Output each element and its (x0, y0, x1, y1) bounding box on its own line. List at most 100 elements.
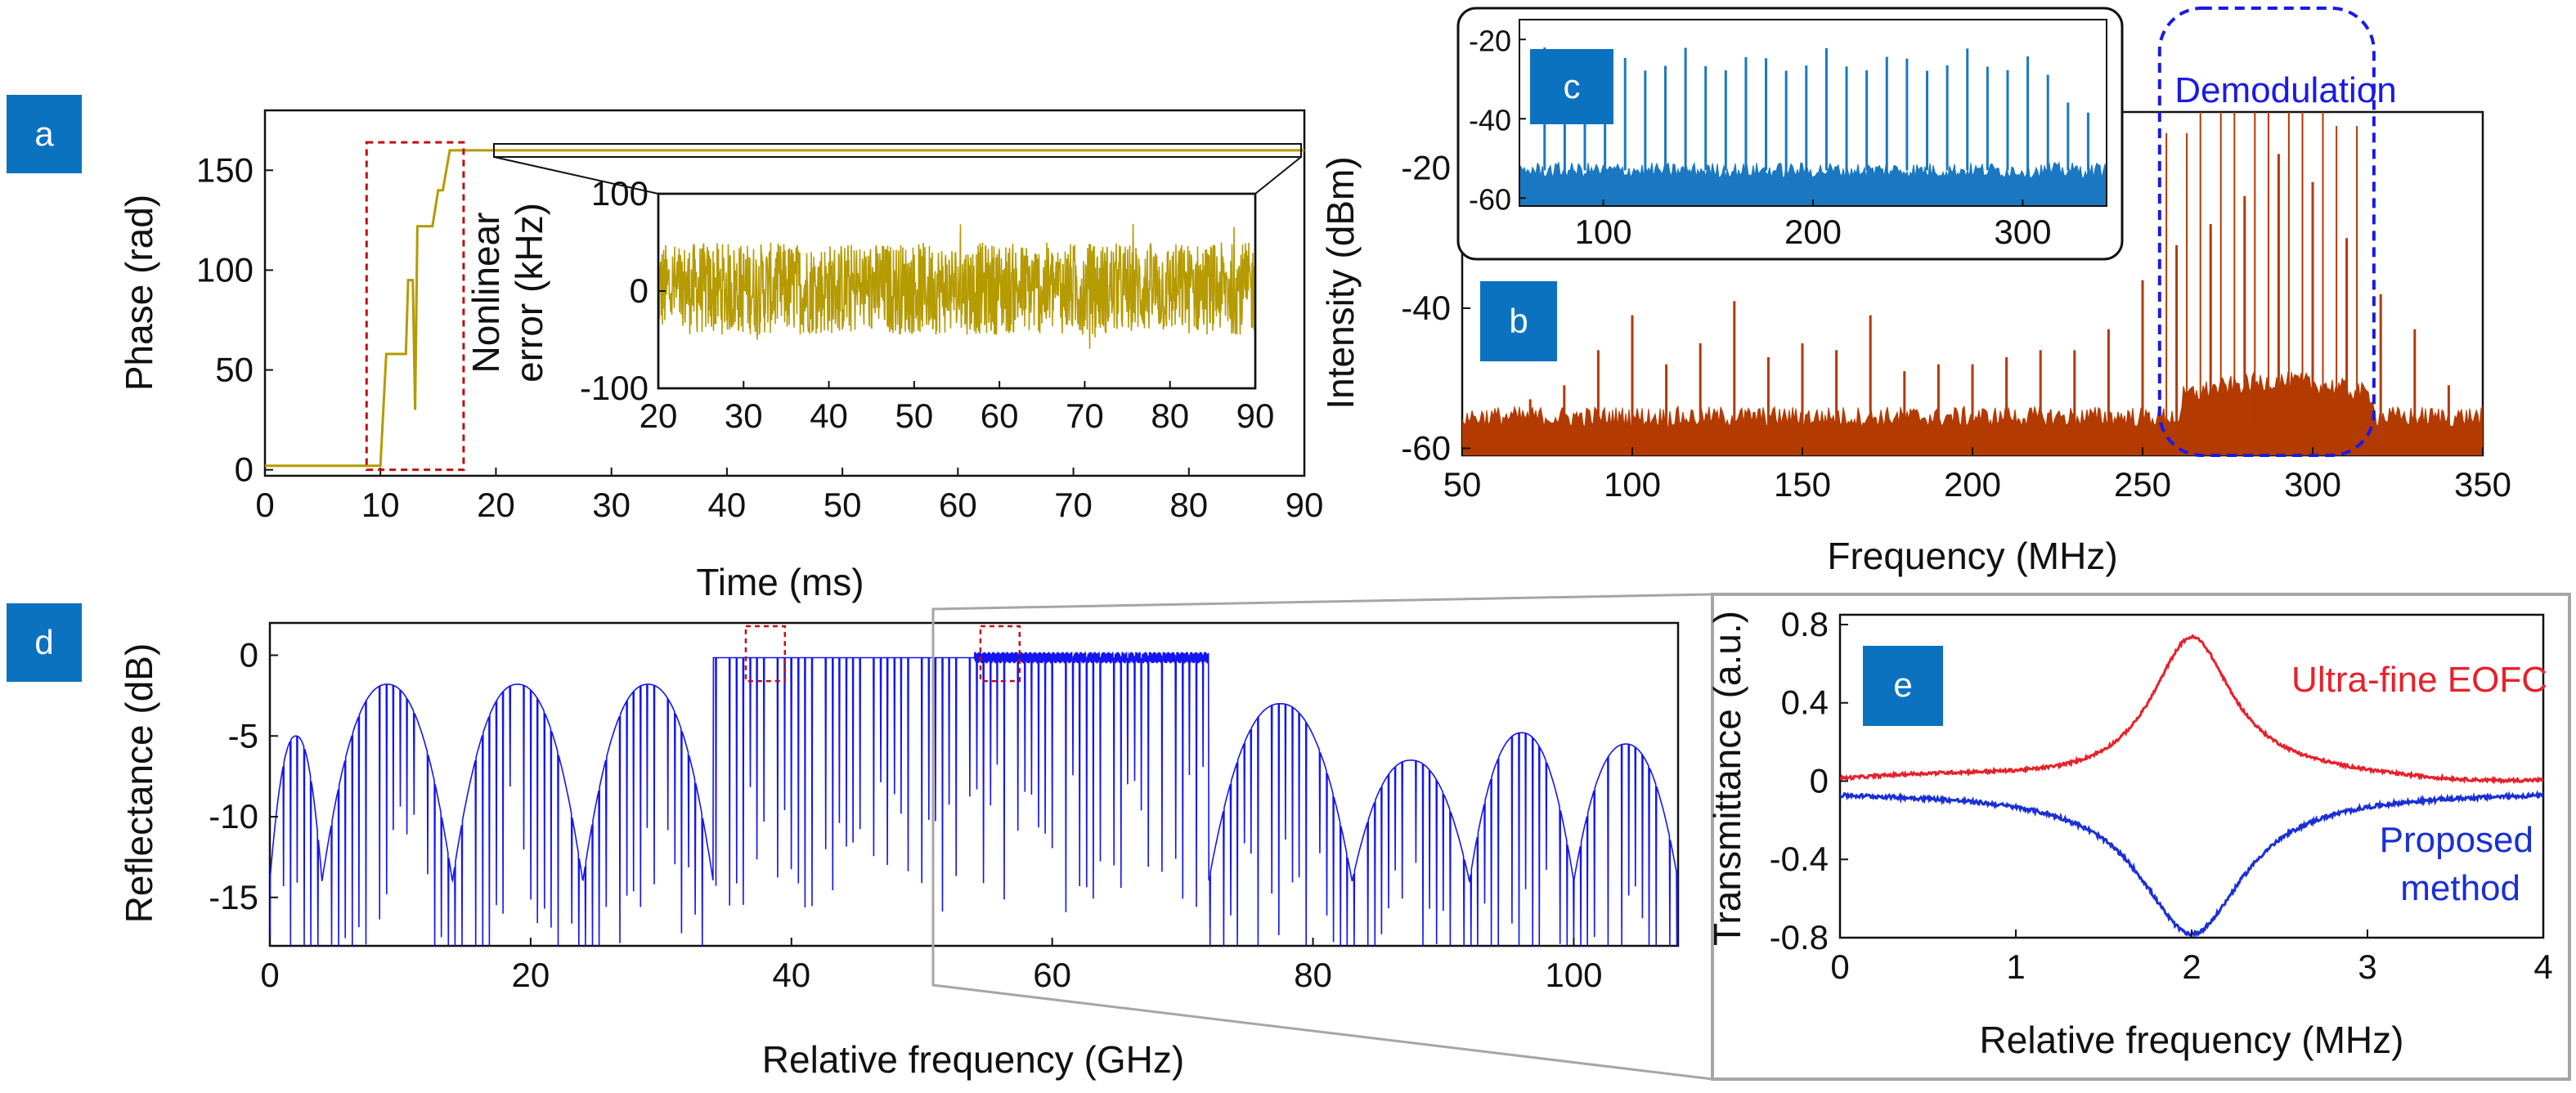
panel-a-inset-y-label-line1: Nonlinear (464, 213, 507, 374)
panel-d-x-tick-label: 60 (1033, 956, 1071, 994)
panel-a-x-tick-label: 60 (939, 486, 977, 524)
panel-c-y-tick-label: -60 (1469, 182, 1511, 216)
panel-b-y-tick-label: -20 (1401, 149, 1451, 187)
panel-e-y-tick-label: 0.8 (1781, 605, 1829, 643)
panel-e-y-ticks: 0.8 0.4 0 -0.4 -0.8 (1770, 605, 1848, 956)
panel-e-y-tick-label: -0.8 (1770, 918, 1829, 956)
panel-d-y-tick-label: 0 (240, 636, 258, 674)
badge-b (1480, 281, 1557, 361)
panel-a-inset-noise-trace (658, 223, 1255, 349)
panel-c-noise-floor (1519, 161, 2107, 206)
panel-c-x-tick-label: 300 (1994, 213, 2051, 251)
panel-c-y-ticks: -20 -40 -60 (1469, 24, 1526, 216)
panel-b-x-ticks: 50 100 150 200 250 300 350 (1443, 447, 2511, 504)
panel-a-step-highlight-box (365, 141, 465, 472)
panel-d-x-ticks: 0 20 40 60 80 100 (260, 938, 1602, 994)
panel-a-phase-chart: a 0 10 20 30 40 50 60 70 80 90 0 50 100 150 Time (ms… (7, 95, 1323, 603)
panel-e-y-tick-label: 0.4 (1781, 683, 1829, 722)
panel-d-x-tick-label: 100 (1545, 956, 1602, 994)
panel-e-y-tick-label: -0.4 (1770, 840, 1829, 878)
panel-a-y-ticks: 0 50 100 150 (196, 150, 273, 489)
panel-d-x-label: Relative frequency (GHz) (762, 1038, 1184, 1081)
panel-b-demodulation-label: Demodulation (2174, 70, 2397, 110)
panel-a-x-tick-label: 90 (1286, 486, 1324, 524)
panel-a-inset-y-label-line2: error (kHz) (508, 203, 550, 383)
panel-e-x-tick-label: 0 (1830, 947, 1849, 986)
panel-a-inset-x-tick-label: 40 (810, 396, 848, 435)
panel-c-spectrum-inset: 100 200 300 -20 -40 -60 c (1456, 7, 2124, 261)
panel-e-x-tick-label: 2 (2182, 947, 2201, 986)
panel-d-highlight-box (979, 625, 1021, 683)
panel-e-y-tick-label: 0 (1810, 761, 1829, 800)
panel-b-y-tick-label: -40 (1401, 289, 1451, 327)
panel-c-x-ticks: 100 200 300 (1575, 199, 2051, 251)
panel-d-y-tick-label: -10 (209, 797, 258, 835)
panel-d-y-ticks: 0 -5 -10 -15 (209, 636, 278, 916)
panel-b-rf-spectrum-chart: 50 100 150 200 250 300 350 -60 -40 -20 Frequency… (1319, 7, 2511, 577)
panel-e-method-label: method (2400, 868, 2520, 908)
badge-c (1530, 49, 1613, 124)
panel-a-inset-x-tick-label: 50 (895, 396, 933, 435)
panel-a-inset-y-tick-label: -100 (580, 369, 648, 407)
panel-a-x-tick-label: 20 (477, 486, 515, 524)
panel-a-zoom-line-left (493, 156, 659, 195)
panel-b-x-tick-label: 350 (2454, 465, 2511, 504)
panel-a-x-tick-label: 10 (361, 486, 400, 524)
panel-a-x-ticks: 0 10 20 30 40 50 60 70 80 90 (255, 468, 1323, 524)
panel-e-y-label: Transmittance (a.u.) (1706, 611, 1748, 946)
panel-e-x-tick-label: 1 (2006, 947, 2025, 986)
panel-a-inset-x-ticks: 20 30 40 50 60 70 80 90 (640, 381, 1275, 435)
panel-a-y-tick-label: 0 (235, 450, 254, 489)
panel-a-zoom-source-box (493, 143, 1302, 158)
panel-a-x-tick-label: 50 (824, 486, 862, 524)
panel-e-x-label: Relative frequency (MHz) (1980, 1019, 2404, 1061)
panel-d-reflectance-chart: d 0 20 40 60 80 100 0 -5 -10 -15 Relative freque… (7, 593, 1713, 1081)
panel-b-x-label: Frequency (MHz) (1827, 535, 2117, 577)
panel-e-transmittance-chart: 0 1 2 3 4 0.8 0.4 0 -0.4 -0.8 Relative frequency… (1706, 593, 2571, 1081)
badge-e-label: e (1893, 665, 1912, 704)
panel-a-x-tick-label: 40 (708, 486, 747, 524)
panel-e-ultra-fine-eofc-label: Ultra-fine EOFC (2291, 660, 2547, 700)
panel-a-x-tick-label: 80 (1169, 486, 1208, 524)
panel-a-x-tick-label: 0 (255, 486, 274, 524)
panel-a-inset-y-ticks: -100 0 100 (580, 174, 666, 407)
panel-d-y-label: Reflectance (dB) (118, 643, 160, 924)
panel-c-y-tick-label: -40 (1469, 103, 1511, 137)
panel-a-inset-x-tick-label: 80 (1151, 396, 1189, 435)
badge-d-label: d (34, 623, 53, 661)
panel-b-y-tick-label: -60 (1401, 428, 1451, 467)
panel-a-y-label: Phase (rad) (118, 195, 160, 391)
panel-e-outer-frame (1711, 593, 2571, 1081)
panel-b-x-tick-label: 300 (2284, 465, 2341, 504)
panel-b-x-tick-label: 250 (2114, 465, 2171, 504)
panel-a-y-tick-label: 150 (196, 150, 254, 189)
panel-b-comb-peaks (1528, 112, 2450, 428)
panel-a-inset-y-tick-label: 0 (630, 271, 648, 310)
panel-d-highlight-box (744, 625, 787, 683)
panel-a-x-tick-label: 70 (1054, 486, 1093, 524)
panel-b-demodulation-box (2157, 7, 2376, 457)
panel-d-y-tick-label: -5 (228, 716, 258, 755)
badge-e (1863, 646, 1943, 726)
panel-d-x-tick-label: 20 (512, 956, 550, 994)
badge-b-label: b (1509, 302, 1528, 340)
panel-a-inset-y-tick-label: 100 (591, 174, 648, 213)
panel-e-x-tick-label: 3 (2358, 947, 2376, 986)
panel-a-inset-x-tick-label: 60 (981, 396, 1019, 435)
panel-b-y-label: Intensity (dBm) (1319, 156, 1362, 409)
panel-d-x-tick-label: 40 (772, 956, 810, 994)
panel-e-x-ticks: 0 1 2 3 4 (1830, 929, 2553, 986)
panel-e-x-tick-label: 4 (2533, 947, 2552, 986)
panel-a-x-label: Time (ms) (696, 561, 864, 603)
panel-a-inset-x-tick-label: 30 (725, 396, 763, 435)
panel-b-x-tick-label: 100 (1604, 465, 1661, 504)
panel-a-inset-x-tick-label: 70 (1066, 396, 1104, 435)
panel-c-y-tick-label: -20 (1469, 24, 1511, 57)
badge-a-label: a (34, 114, 54, 153)
panel-a-y-tick-label: 100 (196, 250, 254, 289)
panel-a-plot-frame (263, 109, 1306, 477)
panel-b-x-tick-label: 150 (1774, 465, 1831, 504)
panel-a-inset-x-tick-label: 90 (1236, 396, 1275, 435)
panel-e-ultra-fine-eofc-curve (1840, 634, 2543, 785)
